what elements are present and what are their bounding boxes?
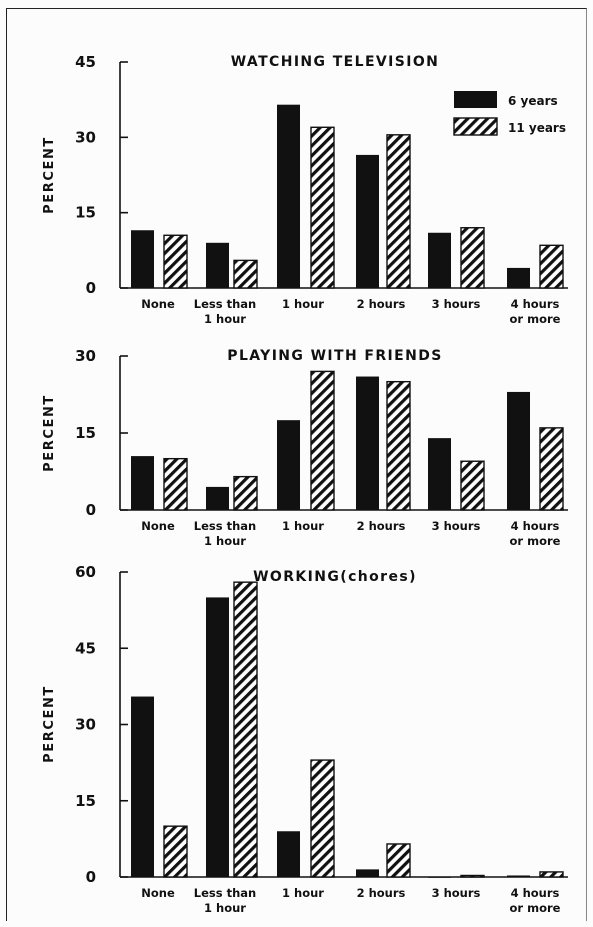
bar-6-years — [277, 420, 300, 510]
bar-11-years — [163, 234, 188, 289]
y-tick-label: 60 — [75, 563, 96, 581]
bar-6-years — [356, 154, 379, 288]
bar-11-years — [386, 843, 411, 878]
category-label: None — [141, 519, 175, 533]
bar-11-years — [310, 759, 335, 878]
y-axis-label: PERCENT — [42, 685, 57, 763]
y-axis-label: PERCENT — [42, 136, 57, 214]
category-label: Less than — [194, 519, 256, 533]
category-label: None — [141, 297, 175, 311]
bar-11-years — [310, 370, 335, 511]
category-label: 1 hour — [204, 534, 246, 548]
category-label: 4 hours — [511, 886, 560, 900]
figure-frame — [6, 8, 587, 921]
bar-6-years — [206, 597, 229, 877]
category-label: or more — [510, 312, 561, 326]
bar-6-years — [507, 267, 530, 288]
legend-label-11-years: 11 years — [508, 121, 566, 135]
category-label: None — [141, 886, 175, 900]
bar-11-years — [163, 825, 188, 878]
y-tick-label: 15 — [75, 204, 96, 222]
bar-11-years — [386, 380, 411, 511]
bar-6-years — [356, 869, 379, 877]
category-label: 3 hours — [432, 519, 481, 533]
category-label: 1 hour — [282, 297, 324, 311]
bar-11-years — [233, 581, 258, 878]
bar-6-years — [507, 875, 530, 877]
category-label: 2 hours — [357, 297, 406, 311]
category-label: 1 hour — [204, 312, 246, 326]
bar-11-years — [310, 126, 335, 289]
y-tick-label: 30 — [75, 716, 96, 734]
category-label: 1 hour — [282, 886, 324, 900]
y-axis-label: PERCENT — [42, 394, 57, 472]
chart-title: PLAYING WITH FRIENDS — [227, 348, 442, 364]
category-label: 2 hours — [357, 886, 406, 900]
bar-11-years — [460, 874, 485, 878]
y-tick-label: 15 — [75, 424, 96, 442]
y-tick-label: 30 — [75, 128, 96, 146]
y-tick-label: 0 — [86, 868, 96, 886]
category-label: Less than — [194, 886, 256, 900]
category-label: 3 hours — [432, 297, 481, 311]
bar-11-years — [539, 244, 564, 289]
y-tick-label: 15 — [75, 792, 96, 810]
legend-label-6-years: 6 years — [508, 94, 558, 108]
category-label: Less than — [194, 297, 256, 311]
y-tick-label: 0 — [86, 279, 96, 297]
y-tick-label: 45 — [75, 639, 96, 657]
bar-6-years — [277, 104, 300, 288]
category-label: 4 hours — [511, 297, 560, 311]
category-label: 4 hours — [511, 519, 560, 533]
bar-6-years — [131, 456, 154, 510]
chart-title: WATCHING TELEVISION — [231, 54, 440, 70]
bar-6-years — [206, 242, 229, 288]
bar-11-years — [386, 134, 411, 289]
y-tick-label: 0 — [86, 501, 96, 519]
bar-11-years — [233, 475, 258, 511]
bar-6-years — [131, 230, 154, 288]
category-label: or more — [510, 901, 561, 915]
bar-6-years — [428, 438, 451, 510]
legend-swatch-6-years — [454, 91, 497, 108]
bar-6-years — [428, 877, 451, 878]
y-tick-label: 30 — [75, 347, 96, 365]
chart-title: WORKING(chores) — [253, 569, 417, 585]
bar-6-years — [277, 831, 300, 877]
category-label: 1 hour — [204, 901, 246, 915]
legend-swatch-11-years — [453, 117, 498, 136]
category-label: 3 hours — [432, 886, 481, 900]
bar-11-years — [460, 460, 485, 511]
bar-11-years — [539, 427, 564, 511]
bar-6-years — [356, 376, 379, 510]
category-label: 2 hours — [357, 519, 406, 533]
category-label: or more — [510, 534, 561, 548]
bar-11-years — [163, 457, 188, 511]
bar-11-years — [539, 871, 564, 878]
bar-11-years — [460, 227, 485, 289]
y-tick-label: 45 — [75, 53, 96, 71]
bar-6-years — [507, 391, 530, 510]
bar-6-years — [131, 696, 154, 877]
bar-11-years — [233, 259, 258, 289]
bar-6-years — [428, 232, 451, 288]
category-label: 1 hour — [282, 519, 324, 533]
bar-6-years — [206, 486, 229, 510]
